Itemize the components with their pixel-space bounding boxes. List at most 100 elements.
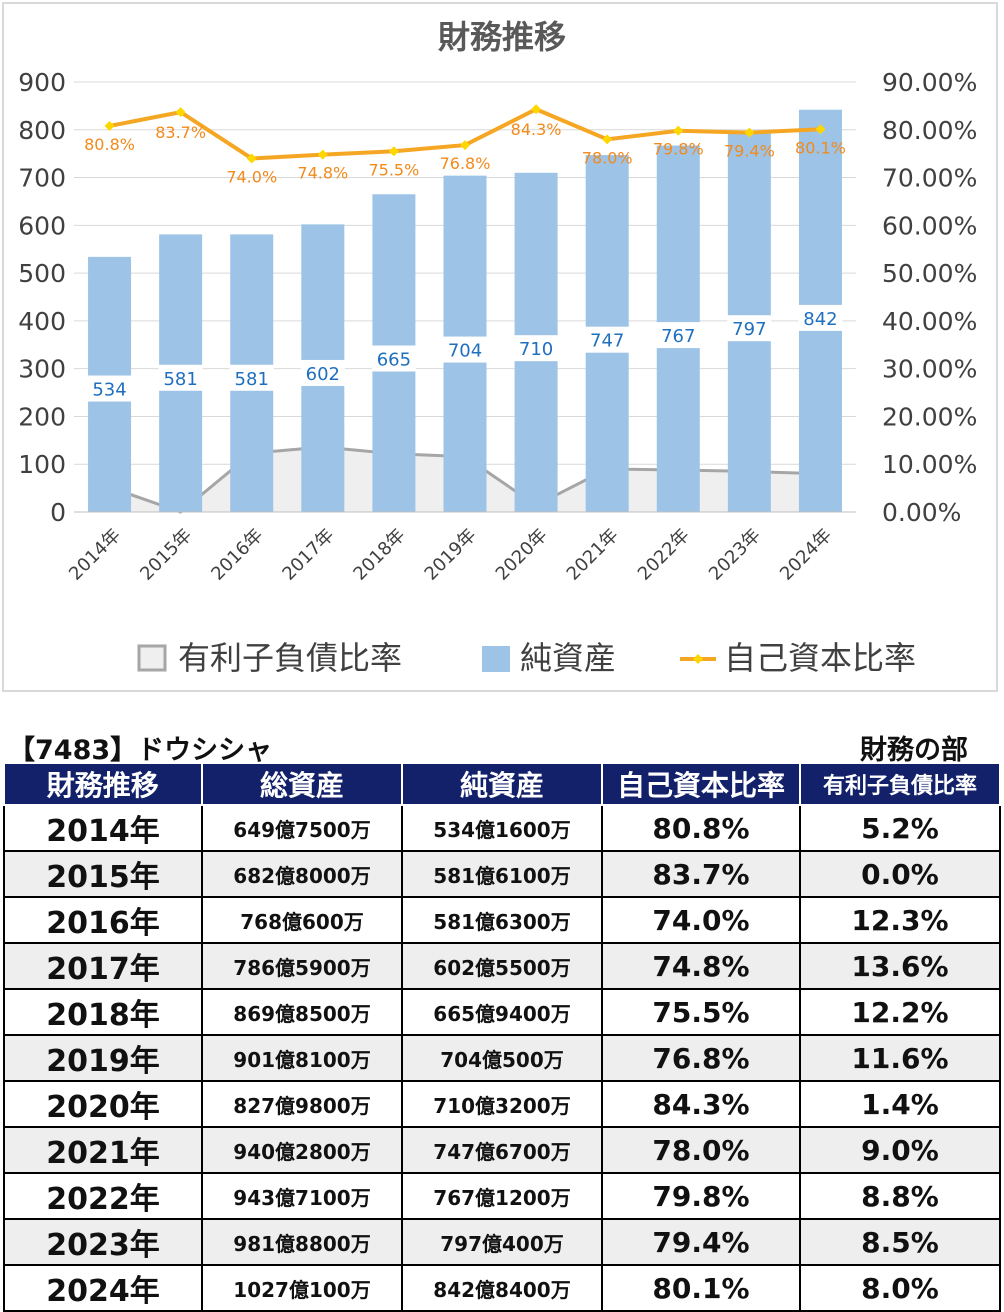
table-header-row: 財務推移 総資産 純資産 自己資本比率 有利子負債比率 — [3, 762, 1001, 806]
bar-value-label: 704 — [448, 341, 482, 362]
table-cell: 869億8500万 — [201, 988, 403, 1036]
bar-value-label: 581 — [163, 369, 197, 390]
chart: 財務推移 0 100 200 300 400 500 600 700 800 900 0.00% 10.… — [18, 18, 977, 677]
bar-value-label: 842 — [803, 309, 837, 330]
line-value-label: 80.8% — [84, 135, 135, 154]
line-value-label: 78.0% — [582, 148, 633, 167]
table-cell: 74.0% — [601, 896, 801, 944]
table-cell: 1.4% — [799, 1080, 1001, 1128]
line-value-label: 76.8% — [440, 154, 491, 173]
line-marker — [531, 104, 542, 115]
legend-swatch-net-assets — [482, 646, 510, 672]
table-cell: 5.2% — [799, 804, 1001, 852]
bar-label-bg — [514, 335, 559, 362]
bar-label-bg — [727, 315, 772, 342]
legend-label: 純資産 — [520, 639, 616, 677]
table-cell: 8.8% — [799, 1172, 1001, 1220]
bar-value-label: 767 — [661, 326, 695, 347]
company-title: 【7483】ドウシシャ — [8, 735, 273, 766]
table-cell: 581億6100万 — [401, 850, 603, 898]
table-cell: 84.3% — [601, 1080, 801, 1128]
table-row: 2017年 786億5900万 602億5500万 74.8% 13.6% — [3, 942, 1001, 990]
bar-label-bg — [87, 375, 132, 402]
bar-label-bg — [229, 364, 274, 391]
y2-tick-label: 0.00% — [882, 498, 961, 527]
y2-tick-label: 20.00% — [882, 402, 977, 431]
y2-tick-label: 10.00% — [882, 450, 977, 479]
legend-swatch-equity-marker — [693, 654, 703, 664]
table-cell: 747億6700万 — [401, 1126, 603, 1174]
table-cell: 80.8% — [601, 804, 801, 852]
x-tick-label: 2024年 — [776, 525, 836, 585]
y2-tick-label: 90.00% — [882, 68, 977, 97]
y2-tick-label: 50.00% — [882, 259, 977, 288]
column-header: 純資産 — [401, 762, 603, 806]
table-cell: 649億7500万 — [201, 804, 403, 852]
table-cell: 8.5% — [799, 1218, 1001, 1266]
bar-label-bg — [443, 336, 487, 363]
table-cell: 8.0% — [799, 1264, 1001, 1312]
table-cell: 78.0% — [601, 1126, 801, 1174]
table-cell: 581億6300万 — [401, 896, 603, 944]
bar-label-bg — [158, 364, 203, 391]
column-header: 財務推移 — [3, 762, 203, 806]
table-row: 2015年 682億8000万 581億6100万 83.7% 0.0% — [3, 850, 1001, 898]
chart-title: 財務推移 — [438, 18, 566, 56]
legend-label: 自己資本比率 — [724, 639, 916, 677]
x-tick-label: 2021年 — [563, 525, 623, 585]
bar-label-bg — [656, 322, 701, 349]
x-tick-label: 2020年 — [492, 525, 552, 585]
table-row: 2024年 1027億100万 842億8400万 80.1% 8.0% — [3, 1264, 1001, 1312]
y-tick-label: 600 — [18, 211, 66, 240]
table-cell: 79.8% — [601, 1172, 801, 1220]
y-tick-label: 0 — [50, 498, 66, 527]
table-cell: 1027億100万 — [201, 1264, 403, 1312]
table-cell: 12.2% — [799, 988, 1001, 1036]
table-cell: 2017年 — [3, 942, 203, 990]
bar-value-label: 747 — [590, 331, 624, 352]
x-tick-label: 2019年 — [421, 525, 481, 585]
table-row: 2016年 768億600万 581億6300万 74.0% 12.3% — [3, 896, 1001, 944]
table-cell: 682億8000万 — [201, 850, 403, 898]
x-tick-label: 2014年 — [65, 525, 125, 585]
bar-value-label: 602 — [306, 364, 340, 385]
x-tick-label: 2017年 — [278, 525, 338, 585]
line-value-label: 84.3% — [511, 120, 562, 139]
table-cell: 0.0% — [799, 850, 1001, 898]
table-cell: 2018年 — [3, 988, 203, 1036]
table-cell: 797億400万 — [401, 1218, 603, 1266]
bar-label-bg — [300, 359, 345, 386]
table-cell: 9.0% — [799, 1126, 1001, 1174]
table-row: 2020年 827億9800万 710億3200万 84.3% 1.4% — [3, 1080, 1001, 1128]
y2-tick-label: 40.00% — [882, 307, 977, 336]
column-header: 自己資本比率 — [601, 762, 801, 806]
line-marker — [602, 134, 613, 145]
bar-value-label: 581 — [235, 369, 269, 390]
table-cell: 786億5900万 — [201, 942, 403, 990]
bar-label-bg — [585, 326, 630, 353]
y-tick-label: 200 — [18, 402, 66, 431]
line-marker — [460, 140, 470, 151]
bar-value-label: 534 — [92, 380, 126, 401]
legend-label: 有利子負債比率 — [178, 639, 402, 677]
line-marker — [175, 107, 186, 118]
table-cell: 2015年 — [3, 850, 203, 898]
y-tick-label: 400 — [18, 307, 66, 336]
table-row: 2022年 943億7100万 767億1200万 79.8% 8.8% — [3, 1172, 1001, 1220]
line-equity-ratio — [109, 107, 821, 161]
table-cell: 827億9800万 — [201, 1080, 403, 1128]
line-value-label: 74.0% — [226, 167, 277, 186]
y-tick-label: 900 — [18, 68, 66, 97]
bar-value-label: 665 — [377, 349, 411, 370]
table-cell: 76.8% — [601, 1034, 801, 1082]
table-cell: 11.6% — [799, 1034, 1001, 1082]
table-cell: 2020年 — [3, 1080, 203, 1128]
table-cell: 842億8400万 — [401, 1264, 603, 1312]
table-cell: 79.4% — [601, 1218, 801, 1266]
y2-tick-label: 70.00% — [882, 164, 977, 193]
table-row: 2023年 981億8800万 797億400万 79.4% 8.5% — [3, 1218, 1001, 1266]
column-header: 総資産 — [201, 762, 403, 806]
x-tick-label: 2016年 — [207, 525, 267, 585]
table-row: 2021年 940億2800万 747億6700万 78.0% 9.0% — [3, 1126, 1001, 1174]
table-cell: 2019年 — [3, 1034, 203, 1082]
